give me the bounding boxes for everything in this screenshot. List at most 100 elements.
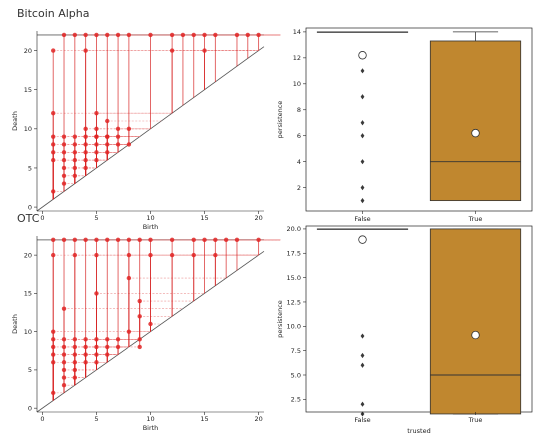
data-point bbox=[105, 237, 110, 243]
data-point bbox=[61, 375, 67, 380]
data-point bbox=[61, 367, 67, 373]
data-point bbox=[94, 126, 99, 132]
data-point bbox=[51, 110, 56, 116]
data-point bbox=[83, 237, 88, 243]
data-point bbox=[72, 367, 78, 373]
data-point bbox=[51, 352, 56, 357]
plot-frame bbox=[305, 225, 533, 413]
data-point bbox=[83, 165, 88, 171]
x-tick-label: 0 bbox=[40, 214, 44, 222]
data-point bbox=[72, 157, 78, 163]
data-point bbox=[213, 32, 218, 38]
data-point bbox=[72, 252, 78, 258]
y-tick-label: 12 bbox=[293, 54, 301, 62]
outlier-point bbox=[360, 68, 365, 74]
outlier-point bbox=[360, 120, 365, 126]
data-point bbox=[51, 337, 56, 342]
data-point bbox=[115, 337, 121, 342]
mean-marker bbox=[358, 235, 367, 244]
data-point bbox=[51, 134, 56, 139]
outlier-point bbox=[360, 94, 365, 100]
y-tick-label: 12.5 bbox=[287, 298, 301, 306]
data-point bbox=[94, 157, 99, 163]
data-point bbox=[169, 48, 175, 53]
data-point bbox=[169, 237, 175, 243]
y-tick-label: 15 bbox=[24, 86, 32, 94]
plot-frame bbox=[305, 27, 533, 212]
data-point bbox=[202, 237, 207, 243]
data-point bbox=[148, 321, 153, 327]
data-point bbox=[137, 298, 142, 304]
mean-marker bbox=[471, 330, 480, 340]
chart-title: Bitcoin Alpha bbox=[17, 7, 90, 20]
data-point bbox=[234, 237, 240, 243]
data-point bbox=[61, 181, 67, 186]
mean-marker bbox=[358, 51, 367, 60]
chart-title: OTC bbox=[17, 212, 40, 225]
data-point bbox=[61, 352, 67, 357]
outlier-point bbox=[360, 362, 365, 368]
data-point bbox=[126, 32, 132, 38]
y-tick-label: 2 bbox=[297, 184, 301, 192]
data-point bbox=[61, 157, 67, 163]
data-point bbox=[94, 352, 99, 357]
data-point bbox=[72, 150, 78, 155]
x-tick-label: 5 bbox=[94, 214, 98, 222]
data-point bbox=[115, 142, 121, 147]
data-point bbox=[83, 126, 88, 132]
data-point bbox=[61, 134, 67, 139]
data-point bbox=[245, 32, 250, 38]
data-point bbox=[94, 337, 99, 342]
y-tick-label: 4 bbox=[297, 158, 301, 166]
data-point bbox=[83, 32, 88, 38]
data-point bbox=[256, 32, 261, 38]
data-point bbox=[148, 237, 153, 243]
data-point bbox=[105, 118, 110, 124]
data-point bbox=[94, 110, 99, 116]
data-point bbox=[83, 48, 88, 53]
y-tick-label: 10 bbox=[24, 125, 32, 133]
x-tick-label: 20 bbox=[254, 415, 262, 423]
data-point bbox=[180, 32, 186, 38]
x-tick-label: False bbox=[354, 215, 370, 223]
data-point bbox=[213, 237, 218, 243]
data-point bbox=[115, 32, 121, 38]
data-point bbox=[137, 314, 142, 319]
data-point bbox=[105, 344, 110, 350]
data-point bbox=[94, 291, 99, 296]
data-point bbox=[126, 329, 132, 334]
box bbox=[429, 228, 522, 415]
data-point bbox=[94, 360, 99, 365]
y-tick-label: 20 bbox=[24, 251, 32, 259]
outlier-point bbox=[360, 333, 365, 339]
data-point bbox=[202, 48, 207, 53]
x-tick-label: 20 bbox=[254, 214, 262, 222]
y-tick-label: 14 bbox=[293, 28, 301, 36]
outlier-point bbox=[360, 133, 365, 139]
data-point bbox=[94, 32, 99, 38]
data-point bbox=[61, 306, 67, 311]
data-point bbox=[51, 142, 56, 147]
data-point bbox=[126, 252, 132, 258]
data-point bbox=[51, 150, 56, 155]
data-point bbox=[94, 344, 99, 350]
data-point bbox=[51, 344, 56, 350]
data-point bbox=[83, 352, 88, 357]
data-point bbox=[51, 157, 56, 163]
data-point bbox=[72, 352, 78, 357]
data-point bbox=[115, 134, 121, 139]
data-point bbox=[72, 360, 78, 365]
mean-marker bbox=[471, 128, 480, 138]
data-point bbox=[83, 142, 88, 147]
data-point bbox=[137, 344, 142, 350]
data-point bbox=[105, 352, 110, 357]
x-axis-label: Birth bbox=[143, 223, 159, 231]
box bbox=[429, 40, 522, 202]
outlier-point bbox=[360, 159, 365, 165]
data-point bbox=[83, 150, 88, 155]
y-tick-label: 2.5 bbox=[291, 396, 301, 404]
data-point bbox=[61, 237, 67, 243]
data-point bbox=[105, 134, 110, 139]
y-tick-label: 5 bbox=[28, 366, 32, 374]
data-point bbox=[51, 189, 56, 194]
